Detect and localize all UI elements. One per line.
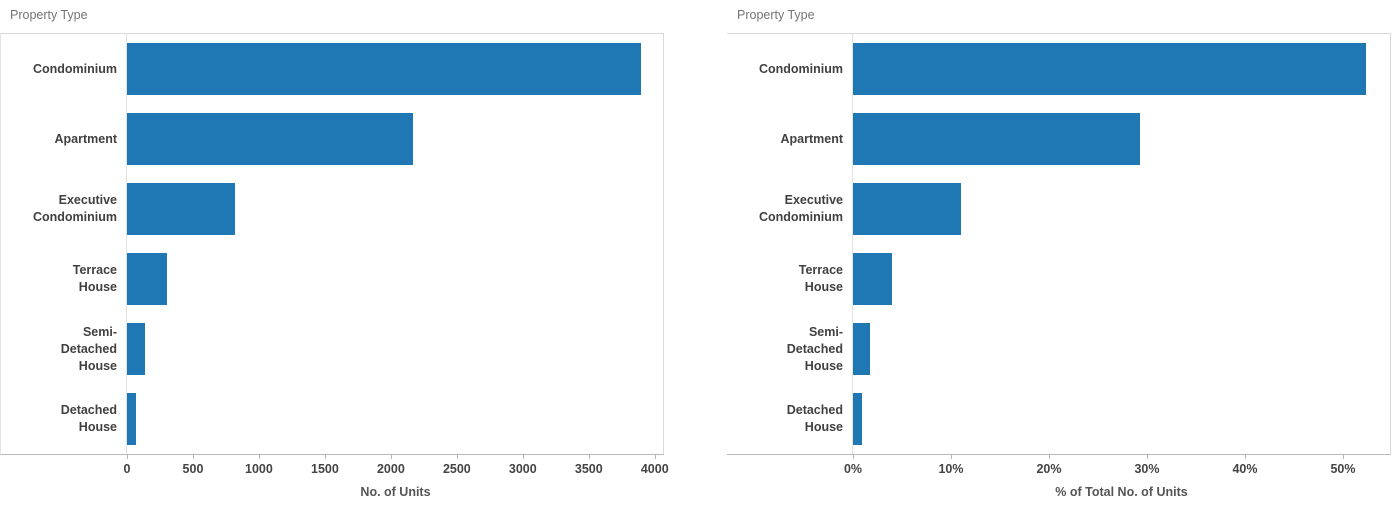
axis-tick-label: 500 — [182, 462, 204, 476]
bar-row: Semi- Detached House — [727, 314, 1390, 384]
bar[interactable] — [853, 113, 1141, 165]
category-label: Detached House — [727, 384, 853, 454]
bar-row: Executive Condominium — [1, 174, 663, 244]
axis-tick-mark — [1146, 454, 1148, 459]
axis-tick-mark — [258, 454, 260, 459]
x-axis: No. of Units 0 500 1000 1500 2000 2500 3000 350… — [123, 453, 669, 508]
axis-tick-mark — [522, 454, 524, 459]
bar-track — [853, 244, 1390, 314]
bar-track — [127, 34, 663, 104]
axis-tick-label: 40% — [1232, 462, 1258, 476]
axis-tick-mark — [1342, 454, 1344, 459]
axis-tick-label: 50% — [1330, 462, 1356, 476]
bar-track — [853, 174, 1390, 244]
chart-pane: Condominium Apartment Executive Condominium… — [0, 33, 664, 455]
bar-row: Condominium — [1, 34, 663, 104]
category-label: Terrace House — [1, 244, 127, 314]
bar-row: Executive Condominium — [727, 174, 1390, 244]
category-label: Semi- Detached House — [727, 314, 853, 384]
bar-row: Detached House — [1, 384, 663, 454]
category-label: Executive Condominium — [1, 174, 127, 244]
category-label: Condominium — [1, 34, 127, 104]
axis-tick-mark — [390, 454, 392, 459]
axis-tick-mark — [950, 454, 952, 459]
units-bar-chart: Property Type Condominium Apartment Execut… — [0, 0, 669, 514]
category-label: Terrace House — [727, 244, 853, 314]
axis-tick-mark — [127, 454, 128, 459]
bar-row: Semi- Detached House — [1, 314, 663, 384]
chart-title: Property Type — [10, 8, 88, 22]
bar-row: Apartment — [1, 104, 663, 174]
bar-rows: Condominium Apartment Executive Condominium… — [1, 34, 663, 454]
bar-track — [853, 314, 1390, 384]
axis-tick-label: 2000 — [376, 462, 405, 476]
x-axis: % of Total No. of Units 0% 10% 20% 30% 40% 50… — [844, 453, 1390, 508]
axis-tick-label: 10% — [938, 462, 964, 476]
bar[interactable] — [127, 113, 413, 165]
bar-track — [127, 104, 663, 174]
axis-tick-label: 3000 — [508, 462, 537, 476]
bar-track — [127, 244, 663, 314]
bar[interactable] — [853, 393, 862, 445]
bar-row: Apartment — [727, 104, 1390, 174]
category-label: Detached House — [1, 384, 127, 454]
axis-tick-label: 1000 — [245, 462, 273, 476]
bar-row: Condominium — [727, 34, 1390, 104]
bar[interactable] — [853, 43, 1366, 95]
bar-track — [127, 384, 663, 454]
x-axis-title: % of Total No. of Units — [1055, 485, 1188, 499]
axis-tick-label: 0 — [123, 462, 131, 476]
x-axis-title: No. of Units — [360, 485, 431, 499]
axis-tick-label: 4000 — [640, 462, 669, 476]
axis-tick-label: 30% — [1134, 462, 1160, 476]
bar[interactable] — [853, 323, 870, 375]
axis-tick-label: 20% — [1036, 462, 1062, 476]
bar-rows: Condominium Apartment Executive Condominium… — [727, 34, 1390, 454]
bar[interactable] — [127, 43, 641, 95]
axis-tick-label: 0% — [843, 462, 863, 476]
axis-tick-mark — [654, 454, 656, 459]
category-label: Apartment — [1, 104, 127, 174]
category-label: Semi- Detached House — [1, 314, 127, 384]
bar[interactable] — [127, 393, 137, 445]
category-label: Executive Condominium — [727, 174, 853, 244]
bar-row: Terrace House — [1, 244, 663, 314]
bar[interactable] — [853, 253, 893, 305]
axis-tick-mark — [324, 454, 326, 459]
bar-track — [853, 34, 1390, 104]
bar-track — [853, 384, 1390, 454]
bar[interactable] — [127, 253, 167, 305]
bar[interactable] — [127, 183, 235, 235]
axis-tick-label: 1500 — [311, 462, 339, 476]
bar-track — [127, 174, 663, 244]
axis-tick-label: 3500 — [574, 462, 603, 476]
bar-track — [127, 314, 663, 384]
axis-tick-mark — [1244, 454, 1246, 459]
axis-tick-mark — [192, 454, 194, 459]
axis-tick-label: 2500 — [442, 462, 471, 476]
bar-row: Terrace House — [727, 244, 1390, 314]
category-label: Condominium — [727, 34, 853, 104]
axis-tick-mark — [456, 454, 458, 459]
bar-track — [853, 104, 1390, 174]
axis-tick-mark — [1048, 454, 1050, 459]
chart-title: Property Type — [737, 8, 815, 22]
percent-bar-chart: Property Type Condominium Apartment Execut… — [727, 0, 1391, 514]
category-label: Apartment — [727, 104, 853, 174]
bar[interactable] — [853, 183, 961, 235]
bar[interactable] — [127, 323, 146, 375]
bar-row: Detached House — [727, 384, 1390, 454]
axis-tick-mark — [588, 454, 590, 459]
chart-pane: Condominium Apartment Executive Condominium… — [727, 33, 1391, 455]
axis-tick-mark — [853, 454, 854, 459]
